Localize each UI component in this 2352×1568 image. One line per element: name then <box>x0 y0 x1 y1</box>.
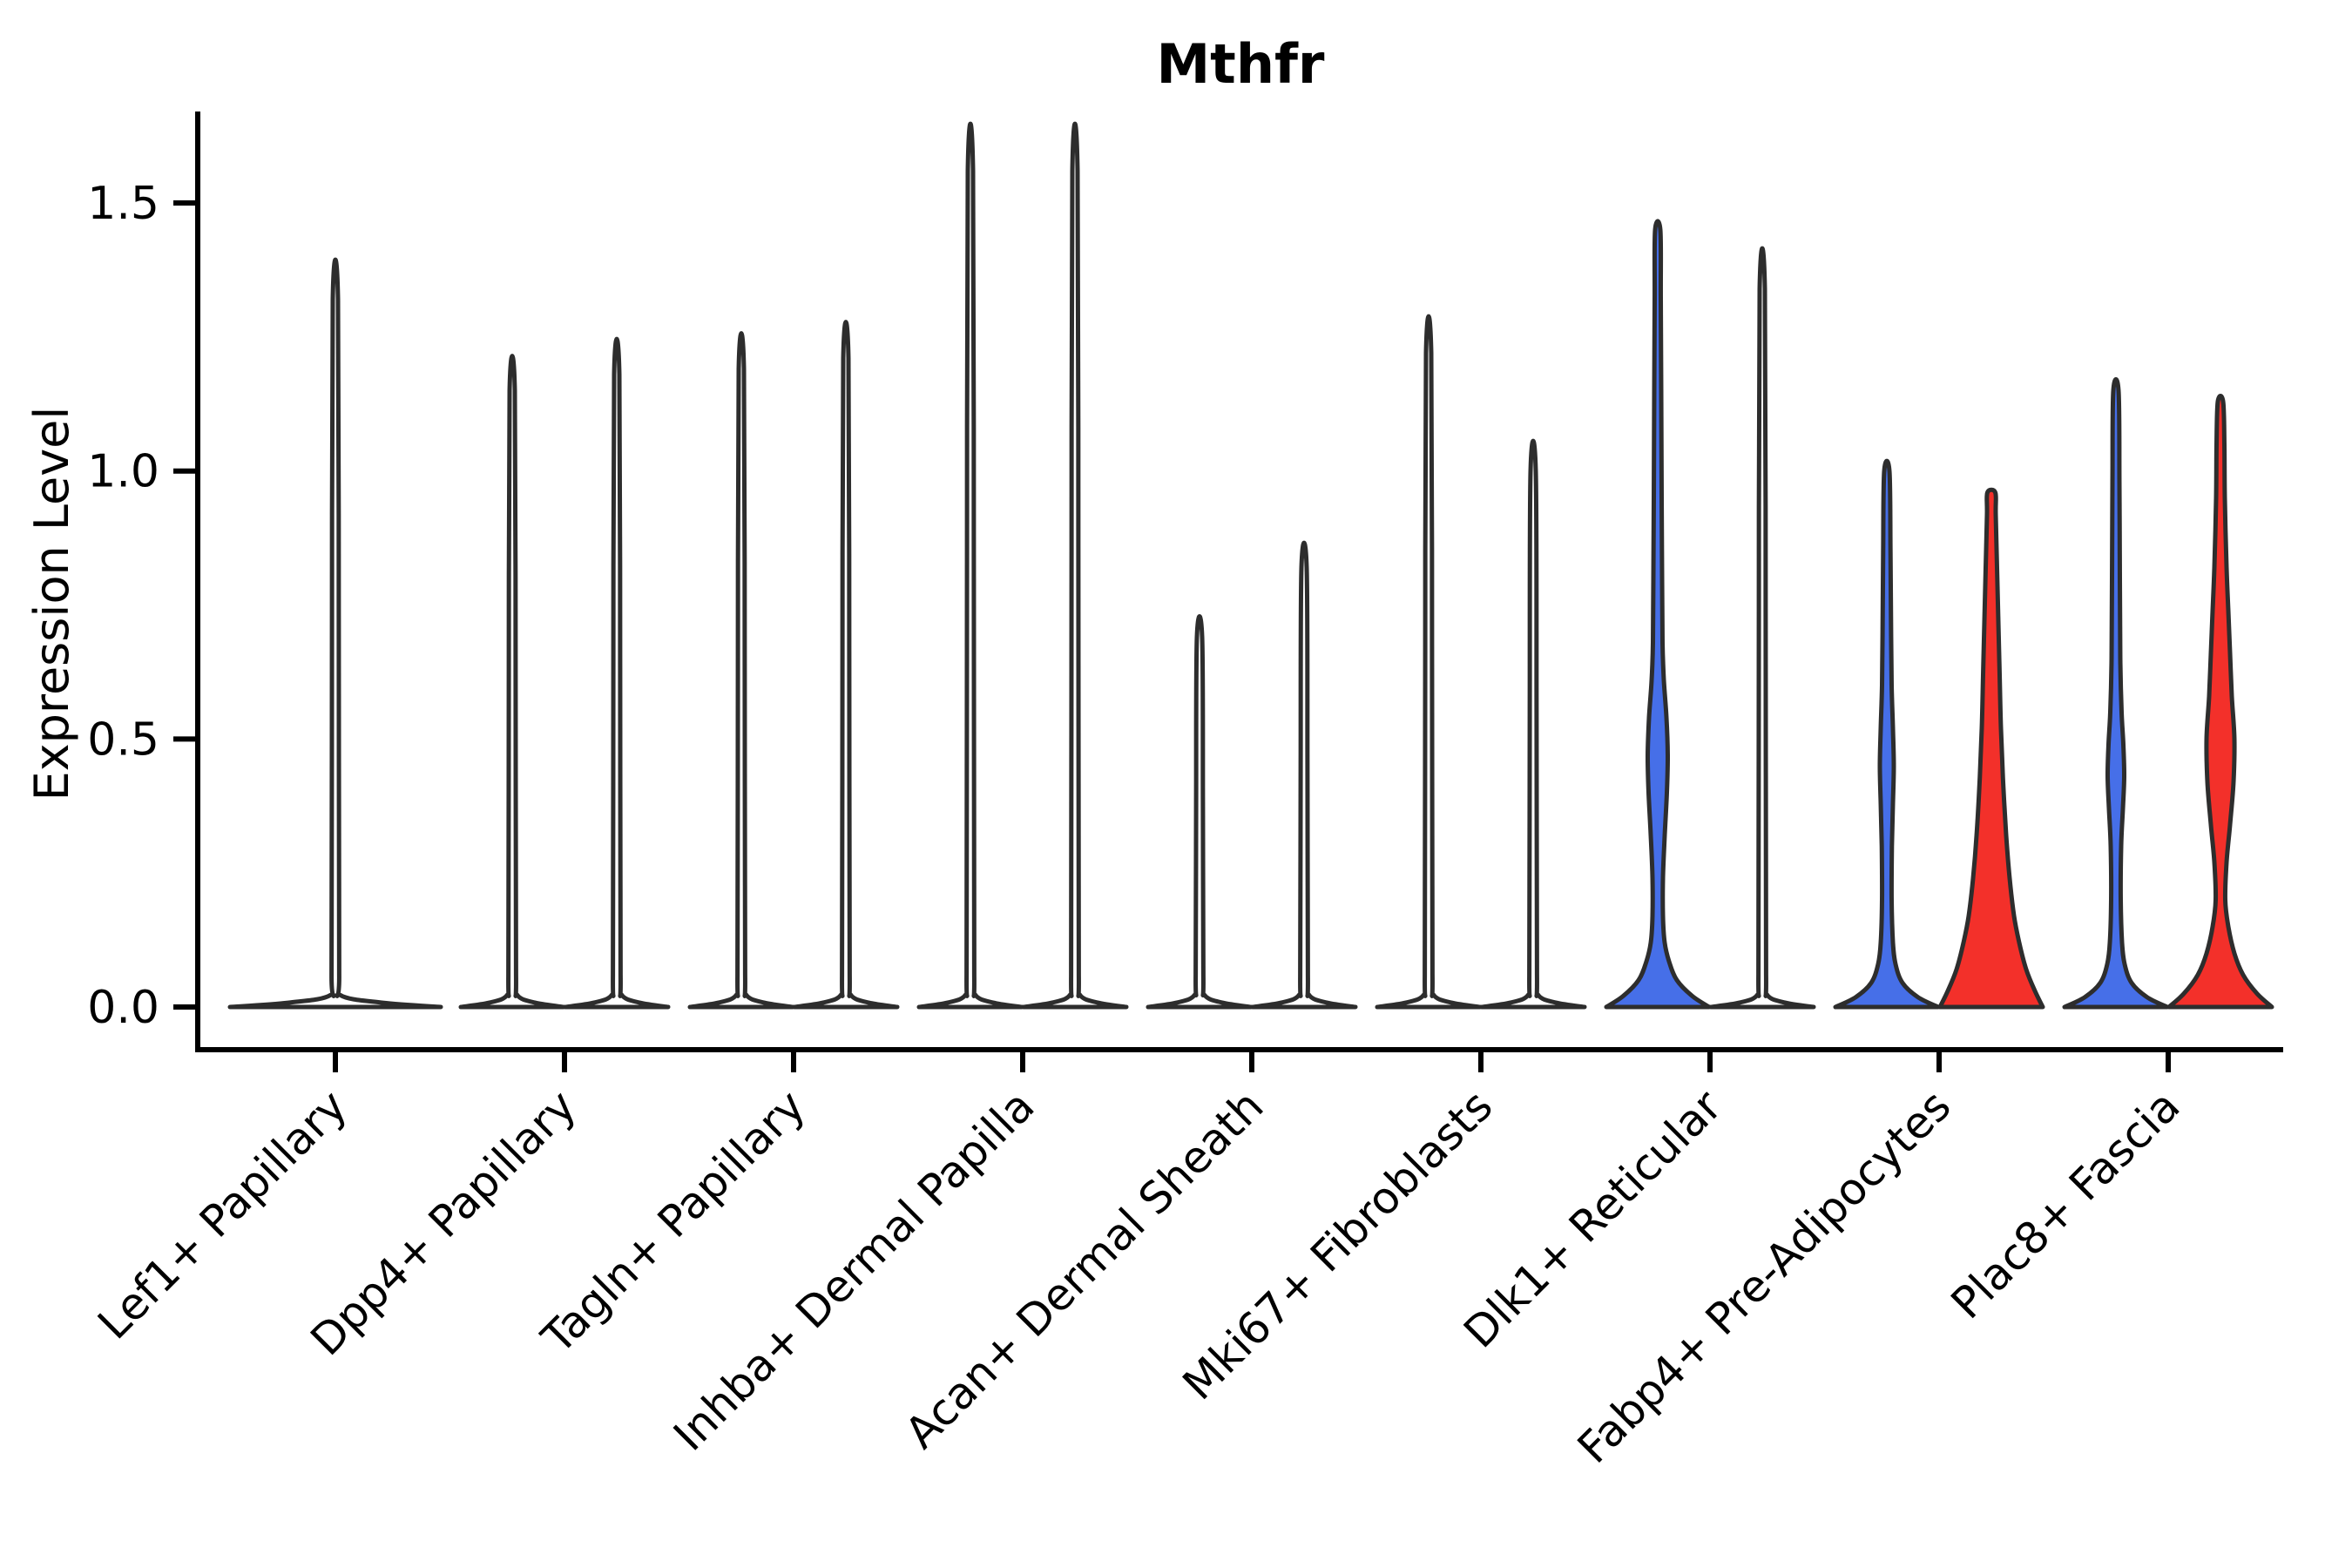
violin-lef1-full <box>227 257 443 1010</box>
violin-acan-right <box>1250 540 1358 1010</box>
violin-fabp4-right <box>1937 487 2045 1010</box>
y-tick-label: 0.5 <box>87 713 159 766</box>
y-axis-label: Expression Level <box>24 407 79 801</box>
x-tick-label: Fabp4+ Pre-Adipocytes <box>1568 1080 1961 1473</box>
violin-dlk1-left <box>1604 219 1712 1010</box>
violin-mki67-left <box>1375 314 1483 1010</box>
violin-dpp4-right <box>563 336 671 1010</box>
violin-acan-left <box>1146 614 1254 1010</box>
y-tick-label: 1.5 <box>87 178 159 230</box>
violin-plac8-left <box>2062 376 2170 1010</box>
y-tick-label: 0.0 <box>87 982 159 1034</box>
violin-tagln-left <box>687 331 795 1010</box>
x-tick-label: Lef1+ Papillary <box>88 1080 356 1348</box>
violin-mki67-right <box>1479 438 1587 1010</box>
x-tick-label: Plac8+ Fascia <box>1942 1080 2190 1328</box>
violin-dlk1-right <box>1708 246 1816 1010</box>
violin-dpp4-left <box>458 354 566 1010</box>
violin-fabp4-left <box>1833 458 1941 1010</box>
violin-inhba-right <box>1021 121 1129 1010</box>
violin-plac8-right <box>2166 394 2274 1010</box>
violin-inhba-left <box>916 121 1024 1010</box>
chart-title: Mthfr <box>1156 32 1324 96</box>
y-tick-label: 1.0 <box>87 446 159 498</box>
violin-tagln-right <box>792 320 900 1010</box>
